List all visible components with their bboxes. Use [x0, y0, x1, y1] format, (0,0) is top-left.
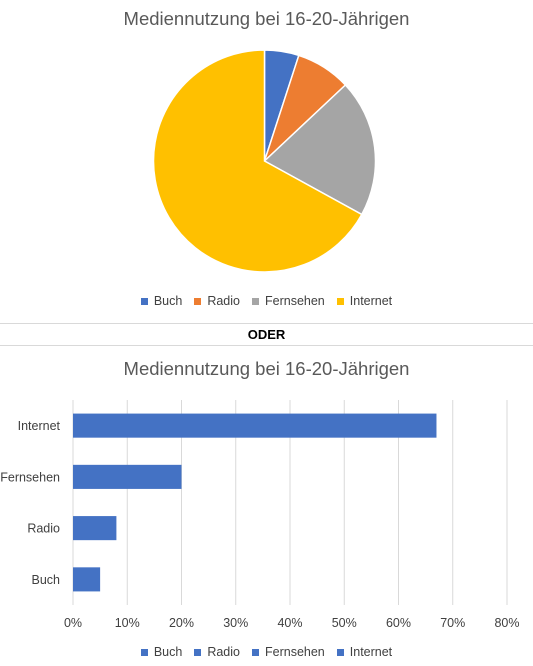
- legend-swatch: [336, 648, 344, 656]
- legend-label: Internet: [349, 294, 393, 308]
- x-tick-label: 80%: [494, 616, 519, 630]
- bar-fernsehen: [73, 464, 182, 489]
- x-tick-label: 20%: [169, 616, 194, 630]
- legend-label: Radio: [207, 294, 240, 308]
- pie-legend-item-internet: Internet: [336, 294, 393, 308]
- bar-buch: [73, 567, 101, 592]
- y-tick-label: Buch: [32, 573, 61, 587]
- bar-legend-item-fernsehen: Fernsehen: [252, 645, 325, 659]
- bar-legend-item-internet: Internet: [336, 645, 393, 659]
- y-tick-label: Radio: [27, 522, 60, 536]
- bar-chart-title: Mediennutzung bei 16-20-Jährigen: [123, 358, 410, 379]
- legend-label: Buch: [153, 645, 183, 659]
- pie-chart: [152, 49, 377, 273]
- pie-legend: Buch Radio Fernsehen Internet: [0, 294, 533, 308]
- bar-legend-item-radio: Radio: [194, 645, 240, 659]
- bar-legend-item-buch: Buch: [140, 645, 183, 659]
- separator-label: ODER: [247, 327, 286, 342]
- y-tick-label: Fernsehen: [0, 470, 60, 484]
- x-tick-label: 70%: [440, 616, 465, 630]
- x-tick-label: 40%: [277, 616, 302, 630]
- x-tick-label: 10%: [115, 616, 140, 630]
- pie-chart-title: Mediennutzung bei 16-20-Jährigen: [123, 8, 410, 29]
- legend-swatch: [194, 648, 202, 656]
- x-tick-label: 30%: [223, 616, 248, 630]
- legend-label: Buch: [153, 294, 183, 308]
- x-tick-label: 60%: [386, 616, 411, 630]
- legend-swatch: [140, 648, 148, 656]
- bar-legend: Buch Radio Fernsehen Internet: [0, 645, 533, 659]
- pie-slice-fernsehen: [263, 83, 377, 216]
- pie-legend-item-fernsehen: Fernsehen: [252, 294, 325, 308]
- legend-label: Radio: [207, 645, 240, 659]
- legend-swatch: [252, 648, 259, 656]
- separator-line-top: [0, 323, 533, 324]
- legend-swatch: [140, 297, 148, 305]
- separator-line-bottom: [0, 345, 533, 346]
- bar-radio: [73, 516, 117, 541]
- x-tick-label: 0%: [64, 616, 82, 630]
- x-tick-label: 50%: [332, 616, 357, 630]
- pie-slice-internet: [152, 49, 363, 273]
- legend-label: Internet: [349, 645, 393, 659]
- legend-label: Fernsehen: [265, 645, 325, 659]
- pie-legend-item-radio: Radio: [194, 294, 240, 308]
- pie-legend-item-buch: Buch: [140, 294, 183, 308]
- y-tick-label: Internet: [18, 419, 61, 433]
- legend-label: Fernsehen: [265, 294, 325, 308]
- legend-swatch: [194, 297, 202, 305]
- legend-swatch: [336, 297, 344, 305]
- legend-swatch: [252, 297, 259, 305]
- bar-internet: [73, 413, 437, 438]
